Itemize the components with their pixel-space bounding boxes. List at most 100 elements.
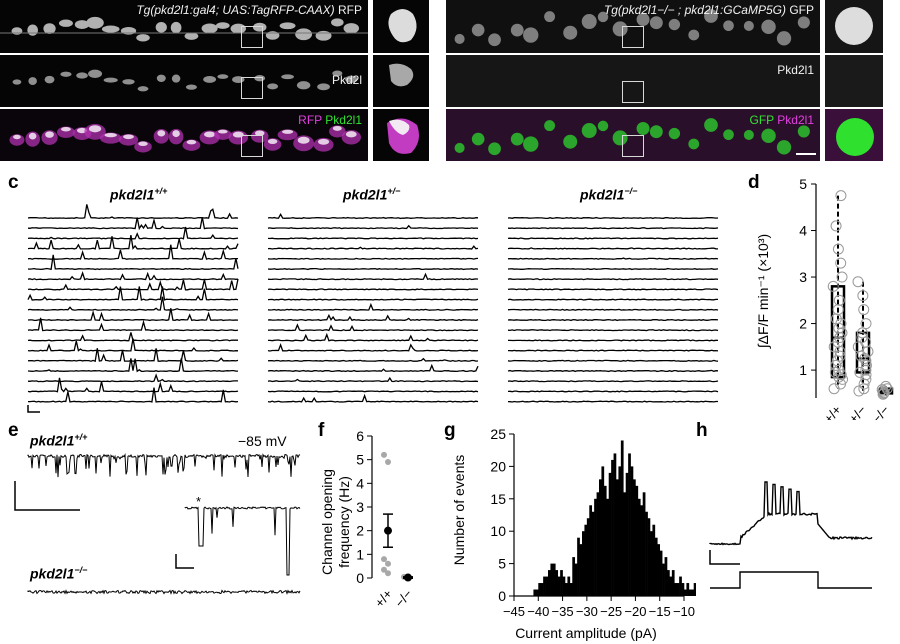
panel-f-point	[381, 566, 387, 573]
panel-f-point	[381, 556, 387, 563]
merge-gfp-cell	[688, 138, 700, 150]
merge-cell-core	[157, 130, 166, 137]
panel-f-point	[381, 451, 387, 458]
calcium-trace	[27, 338, 239, 352]
panel-b-scale-bar	[796, 153, 816, 155]
merge-cell-core	[218, 129, 228, 134]
pkd-cell	[76, 72, 88, 79]
panel-g-bar	[679, 576, 682, 596]
rfp-cell	[331, 18, 344, 27]
panel-b-inset-merge	[825, 109, 883, 161]
calcium-trace	[508, 339, 719, 342]
gfp-cell	[636, 13, 650, 26]
panel-label-g: g	[444, 420, 456, 441]
pkd-cell	[317, 83, 330, 91]
panel-h-current-step	[710, 571, 872, 589]
panel-a-inset-rfp	[373, 0, 429, 53]
panel-g-bar	[606, 498, 610, 596]
panel-a-roi-box	[241, 77, 263, 99]
panel-d-point	[857, 290, 869, 302]
panel-d-xtick-label: +/+	[821, 402, 845, 420]
panel-g-bar	[569, 583, 573, 596]
panel-g-bar	[572, 557, 576, 596]
panel-g-bar	[560, 570, 563, 596]
panel-d-point	[833, 294, 845, 306]
panel-f-point	[385, 560, 391, 567]
merge-cell-core	[88, 125, 102, 133]
merge-gfp-cell	[668, 127, 681, 140]
panel-d-point	[827, 280, 839, 292]
pkd-cell	[281, 74, 294, 80]
panel-a-rfp-image: Tg(pkd2l1:gal4; UAS:TagRFP-CAAX) RFP	[0, 0, 368, 53]
panel-d-point	[858, 304, 870, 316]
panel-f-point	[385, 570, 391, 577]
calcium-trace	[507, 247, 719, 250]
panel-d-point	[835, 257, 847, 269]
panel-g-bar	[688, 589, 692, 596]
merge-gfp-cell	[581, 123, 597, 139]
panel-g-bar	[567, 576, 571, 596]
calcium-trace	[507, 369, 719, 373]
calcium-trace	[507, 216, 719, 220]
pkd-cell	[28, 77, 37, 86]
panel-g-bar	[543, 576, 546, 596]
panel-g-bar	[662, 563, 665, 596]
panel-f-ylabel-line2: frequency (Hz)	[336, 476, 352, 568]
panel-g-xtick-label: −15	[649, 604, 671, 619]
calcium-trace	[507, 237, 719, 240]
gfp-cell	[776, 31, 792, 46]
panel-g-bar	[633, 479, 636, 596]
panel-g-bar	[630, 466, 634, 596]
calcium-trace	[267, 288, 479, 291]
panel-a-inset-pkd	[373, 55, 429, 107]
panel-d-point	[860, 355, 872, 367]
panel-e-asterisk: *	[196, 494, 202, 509]
panel-g-bar	[671, 570, 675, 596]
panel-g-bar	[686, 583, 690, 596]
calcium-trace	[507, 257, 719, 260]
panel-g-bar	[635, 485, 639, 596]
merge-gfp-cell	[723, 129, 734, 141]
panel-g-bar	[538, 583, 542, 596]
panel-d-point	[854, 366, 866, 378]
pkd-cell	[296, 81, 311, 90]
panel-g-bar	[693, 583, 696, 596]
rfp-cell	[216, 22, 230, 29]
panel-g-ytick-label: 20	[490, 458, 506, 474]
panel-g-xtick-label: −45	[503, 604, 525, 619]
gfp-cell	[704, 9, 718, 23]
panel-b-inset-gfp	[825, 0, 883, 53]
panel-d-ytick-label: 3	[799, 269, 807, 285]
panel-a-pkd-cells	[12, 69, 358, 92]
panel-g-bar	[596, 492, 600, 596]
merge-gfp-cell	[563, 134, 578, 149]
gfp-cell	[597, 11, 609, 23]
pkd-cell	[103, 77, 118, 83]
panel-e-traces	[14, 452, 301, 595]
calcium-trace	[27, 377, 239, 393]
panel-e-voltage: −85 mV	[238, 433, 287, 449]
panel-h-scale-bar	[709, 550, 740, 565]
pkd-cell	[156, 74, 166, 83]
panel-e-ko-current-trace	[27, 589, 301, 595]
calcium-trace	[267, 390, 479, 393]
merge-gfp-cell	[471, 132, 485, 146]
panel-g-bar	[582, 531, 585, 596]
panel-d-point	[858, 383, 870, 395]
panel-e-wt-current-trace	[27, 452, 301, 478]
calcium-trace	[507, 400, 718, 403]
panel-g-bar	[647, 518, 651, 596]
panel-b-roi-box	[622, 26, 644, 48]
calcium-trace	[267, 376, 479, 383]
calcium-trace	[268, 332, 479, 342]
panel-f-mean	[384, 526, 392, 535]
gfp-cell	[761, 19, 776, 35]
panel-g-bar	[691, 589, 695, 596]
panel-b-roi-box	[622, 81, 644, 103]
calcium-trace	[267, 302, 479, 311]
calcium-trace	[27, 296, 239, 311]
panel-a-merge-image: RFP Pkd2l1	[0, 109, 368, 161]
panel-c-title-ko: pkd2l1−/−	[580, 186, 638, 203]
merge-gfp-cell	[454, 142, 465, 153]
panel-g-bar	[565, 583, 568, 596]
